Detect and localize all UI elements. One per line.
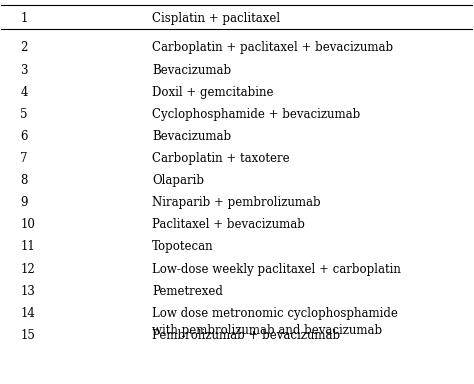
Text: Cisplatin + paclitaxel: Cisplatin + paclitaxel xyxy=(152,12,280,25)
Text: 6: 6 xyxy=(20,130,28,143)
Text: 5: 5 xyxy=(20,108,28,121)
Text: Bevacizumab: Bevacizumab xyxy=(152,130,231,143)
Text: Cyclophosphamide + bevacizumab: Cyclophosphamide + bevacizumab xyxy=(152,108,360,121)
Text: 8: 8 xyxy=(20,174,27,187)
Text: 13: 13 xyxy=(20,285,35,298)
Text: 10: 10 xyxy=(20,218,35,231)
Text: 4: 4 xyxy=(20,86,28,99)
Text: 12: 12 xyxy=(20,263,35,276)
Text: 7: 7 xyxy=(20,152,28,165)
Text: Low dose metronomic cyclophosphamide
with pembrolizumab and bevacizumab: Low dose metronomic cyclophosphamide wit… xyxy=(152,307,398,337)
Text: Low-dose weekly paclitaxel + carboplatin: Low-dose weekly paclitaxel + carboplatin xyxy=(152,263,401,276)
Text: 11: 11 xyxy=(20,240,35,253)
Text: 14: 14 xyxy=(20,307,35,320)
Text: Doxil + gemcitabine: Doxil + gemcitabine xyxy=(152,86,273,99)
Text: Paclitaxel + bevacizumab: Paclitaxel + bevacizumab xyxy=(152,218,305,231)
Text: Niraparib + pembrolizumab: Niraparib + pembrolizumab xyxy=(152,196,321,209)
Text: 15: 15 xyxy=(20,329,35,342)
Text: 1: 1 xyxy=(20,12,27,25)
Text: 3: 3 xyxy=(20,63,28,76)
Text: Topotecan: Topotecan xyxy=(152,240,214,253)
Text: Olaparib: Olaparib xyxy=(152,174,204,187)
Text: Carboplatin + taxotere: Carboplatin + taxotere xyxy=(152,152,290,165)
Text: 9: 9 xyxy=(20,196,28,209)
Text: Pemetrexed: Pemetrexed xyxy=(152,285,223,298)
Text: Pembrolizumab + bevacizumab: Pembrolizumab + bevacizumab xyxy=(152,329,340,342)
Text: Carboplatin + paclitaxel + bevacizumab: Carboplatin + paclitaxel + bevacizumab xyxy=(152,41,393,55)
Text: 2: 2 xyxy=(20,41,27,55)
Text: Bevacizumab: Bevacizumab xyxy=(152,63,231,76)
